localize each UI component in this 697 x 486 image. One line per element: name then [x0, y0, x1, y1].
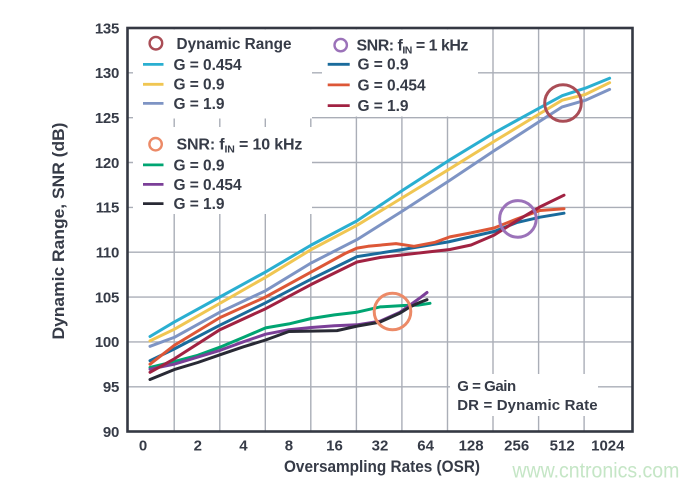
svg-text:130: 130 [95, 65, 119, 82]
svg-text:www.cntronics.com: www.cntronics.com [511, 460, 679, 483]
svg-text:125: 125 [95, 110, 119, 127]
svg-text:G = 0.9: G = 0.9 [358, 57, 409, 74]
svg-text:Dynamic Range: Dynamic Range [177, 36, 292, 53]
svg-text:SNR: fIN = 1 kHz: SNR: fIN = 1 kHz [357, 38, 469, 57]
svg-text:Dynamic Range, SNR (dB): Dynamic Range, SNR (dB) [49, 123, 68, 340]
svg-text:G = 0.9: G = 0.9 [174, 77, 225, 94]
svg-text:G = 0.454: G = 0.454 [358, 77, 426, 94]
svg-text:1024: 1024 [591, 437, 625, 454]
svg-text:512: 512 [550, 437, 575, 454]
svg-text:G = 0.454: G = 0.454 [174, 57, 242, 74]
svg-text:G = Gain: G = Gain [457, 378, 516, 395]
svg-text:0: 0 [139, 437, 147, 454]
svg-text:G = 1.9: G = 1.9 [358, 98, 409, 115]
svg-text:8: 8 [285, 437, 293, 454]
svg-text:G = 1.9: G = 1.9 [174, 96, 225, 113]
svg-text:G = 0.9: G = 0.9 [174, 157, 225, 174]
svg-text:G = 0.454: G = 0.454 [174, 177, 242, 194]
svg-text:16: 16 [326, 437, 343, 454]
svg-text:110: 110 [96, 245, 119, 262]
svg-text:120: 120 [95, 155, 119, 172]
svg-text:128: 128 [459, 437, 484, 454]
svg-text:105: 105 [95, 289, 119, 306]
svg-text:90: 90 [103, 424, 119, 441]
svg-text:95: 95 [103, 379, 119, 396]
svg-text:G = 1.9: G = 1.9 [174, 196, 225, 213]
svg-text:256: 256 [504, 437, 529, 454]
svg-text:2: 2 [194, 437, 202, 454]
svg-text:SNR: fIN = 10 kHz: SNR: fIN = 10 kHz [177, 137, 303, 156]
svg-text:4: 4 [239, 437, 248, 454]
svg-text:115: 115 [96, 200, 119, 217]
svg-text:32: 32 [372, 437, 389, 454]
svg-text:Oversampling Rates (OSR): Oversampling Rates (OSR) [284, 457, 480, 476]
svg-text:100: 100 [95, 334, 119, 351]
svg-text:135: 135 [95, 20, 119, 37]
svg-text:64: 64 [417, 437, 434, 454]
svg-text:DR = Dynamic Rate: DR = Dynamic Rate [457, 397, 598, 414]
